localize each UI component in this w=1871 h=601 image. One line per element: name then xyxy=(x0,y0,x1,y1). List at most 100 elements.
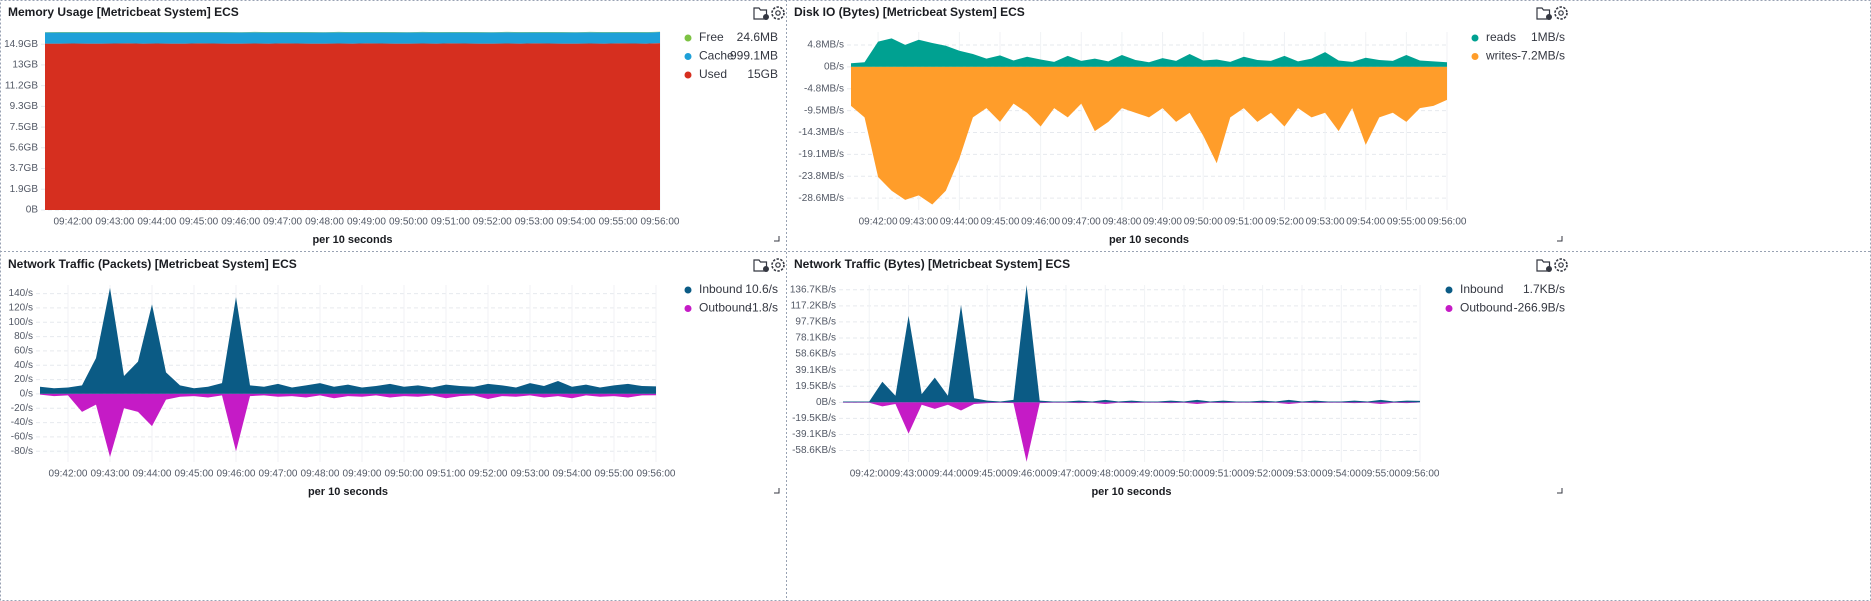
legend-dot xyxy=(684,53,692,60)
x-tick-label: 09:56:00 xyxy=(637,469,676,480)
y-tick-label: 140/s xyxy=(9,288,33,299)
y-tick-label: -20/s xyxy=(11,403,33,414)
y-tick-label: 80/s xyxy=(14,331,33,342)
gear-hub xyxy=(775,262,781,268)
x-tick-label: 09:44:00 xyxy=(928,469,967,480)
x-tick-label: 09:44:00 xyxy=(940,217,979,228)
folder-icon xyxy=(1536,7,1551,20)
y-tick-label: 14.9GB xyxy=(4,39,38,50)
x-tick-label: 09:52:00 xyxy=(469,469,508,480)
y-tick-label: 0/s xyxy=(20,389,33,400)
legend-value: 999.1MB xyxy=(730,49,778,63)
y-tick-label: 60/s xyxy=(14,346,33,357)
legend-dot xyxy=(684,34,692,42)
x-tick-label: 09:43:00 xyxy=(91,469,130,480)
legend-value: -7.2MB/s xyxy=(1517,49,1565,63)
legend-name: Outbound xyxy=(699,301,752,315)
x-tick-label: 09:50:00 xyxy=(1184,217,1223,228)
resize-corner xyxy=(774,236,780,242)
y-tick-label: 3.7GB xyxy=(10,163,39,174)
area xyxy=(40,393,656,457)
legend-name: Inbound xyxy=(699,282,742,296)
y-tick-label: -4.8MB/s xyxy=(804,83,844,94)
gear-icon xyxy=(771,6,785,20)
y-tick-label: -14.3MB/s xyxy=(798,127,844,138)
legend-dot xyxy=(1471,53,1479,60)
y-tick-label: -9.5MB/s xyxy=(804,105,844,116)
x-tick-label: 09:50:00 xyxy=(1164,469,1203,480)
x-tick-label: 09:51:00 xyxy=(431,217,470,228)
x-tick-label: 09:53:00 xyxy=(515,217,554,228)
x-tick-label: 09:45:00 xyxy=(968,469,1007,480)
y-tick-label: 9.3GB xyxy=(10,101,39,112)
x-tick-label: 09:48:00 xyxy=(1102,217,1141,228)
legend-value: 10.6/s xyxy=(745,282,778,296)
y-tick-label: 120/s xyxy=(9,303,33,314)
gear-icon xyxy=(771,258,785,272)
x-tick-label: 09:46:00 xyxy=(1021,217,1060,228)
y-tick-label: 7.5GB xyxy=(10,122,39,133)
x-axis-label: per 10 seconds xyxy=(308,486,388,498)
resize-corner xyxy=(1557,236,1563,242)
x-tick-label: 09:42:00 xyxy=(49,469,88,480)
y-tick-label: -28.6MB/s xyxy=(798,193,844,204)
x-tick-label: 09:42:00 xyxy=(850,469,889,480)
x-tick-label: 09:47:00 xyxy=(1046,469,1085,480)
x-tick-label: 09:52:00 xyxy=(1265,217,1304,228)
area xyxy=(843,402,1420,462)
legend-value: 1MB/s xyxy=(1531,30,1565,44)
x-tick-label: 09:48:00 xyxy=(301,469,340,480)
y-tick-label: 11.2GB xyxy=(5,80,38,91)
area xyxy=(45,32,660,44)
legend-dot xyxy=(1445,305,1453,312)
y-tick-label: -19.5KB/s xyxy=(792,413,836,424)
x-axis-label: per 10 seconds xyxy=(1109,234,1189,246)
x-tick-label: 09:44:00 xyxy=(133,469,172,480)
x-tick-label: 09:52:00 xyxy=(1243,469,1282,480)
x-tick-label: 09:55:00 xyxy=(595,469,634,480)
legend-value: 1.7KB/s xyxy=(1523,282,1565,296)
check-badge xyxy=(1546,266,1552,272)
legend-dot xyxy=(684,286,692,294)
panel-title: Network Traffic (Packets) [Metricbeat Sy… xyxy=(8,257,297,271)
y-tick-label: 19.5KB/s xyxy=(795,381,836,392)
y-tick-label: -39.1KB/s xyxy=(792,429,836,440)
x-axis-label: per 10 seconds xyxy=(312,234,392,246)
y-tick-label: 39.1KB/s xyxy=(795,365,836,376)
x-tick-label: 09:48:00 xyxy=(1086,469,1125,480)
gear-hub xyxy=(775,10,781,16)
x-tick-label: 09:48:00 xyxy=(305,217,344,228)
area xyxy=(45,31,660,33)
x-tick-label: 09:45:00 xyxy=(981,217,1020,228)
gear-icon xyxy=(1554,6,1568,20)
x-tick-label: 09:45:00 xyxy=(175,469,214,480)
gear-hub xyxy=(1558,10,1564,16)
x-tick-label: 09:46:00 xyxy=(221,217,260,228)
x-tick-label: 09:54:00 xyxy=(1346,217,1385,228)
area xyxy=(843,285,1420,403)
panel-title: Network Traffic (Bytes) [Metricbeat Syst… xyxy=(794,257,1070,271)
legend-dot xyxy=(1445,286,1453,294)
legend-name: Outbound xyxy=(1460,301,1513,315)
y-tick-label: 58.6KB/s xyxy=(795,349,836,360)
area xyxy=(851,66,1447,205)
legend-dot xyxy=(684,305,692,312)
panel-icons xyxy=(753,6,1568,494)
y-tick-label: 100/s xyxy=(9,317,33,328)
x-tick-label: 09:54:00 xyxy=(557,217,596,228)
y-tick-label: -80/s xyxy=(11,446,33,457)
x-tick-label: 09:45:00 xyxy=(179,217,218,228)
x-tick-label: 09:46:00 xyxy=(1007,469,1046,480)
x-tick-label: 09:49:00 xyxy=(1125,469,1164,480)
legend-name: Cache xyxy=(699,49,734,63)
area xyxy=(45,43,660,210)
x-tick-label: 09:49:00 xyxy=(343,469,382,480)
gear-hub xyxy=(1558,262,1564,268)
y-tick-label: 4.8MB/s xyxy=(807,40,844,51)
resize-corner xyxy=(774,488,780,494)
x-tick-label: 09:56:00 xyxy=(1401,469,1440,480)
y-tick-label: -60/s xyxy=(11,432,33,443)
y-tick-label: -40/s xyxy=(11,417,33,428)
resize-corner xyxy=(1557,488,1563,494)
x-tick-label: 09:54:00 xyxy=(553,469,592,480)
